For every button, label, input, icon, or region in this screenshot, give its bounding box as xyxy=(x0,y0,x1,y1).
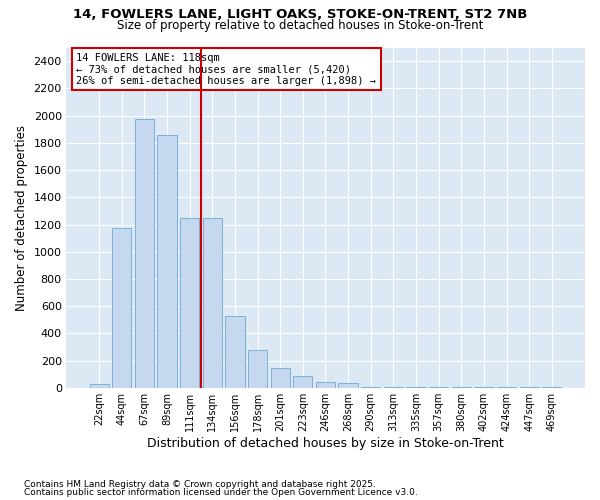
Y-axis label: Number of detached properties: Number of detached properties xyxy=(15,124,28,310)
Bar xyxy=(203,218,222,388)
Bar xyxy=(89,384,109,388)
Bar xyxy=(157,134,176,388)
Bar xyxy=(135,119,154,388)
Bar xyxy=(474,387,494,388)
Text: 14 FOWLERS LANE: 118sqm
← 73% of detached houses are smaller (5,420)
26% of semi: 14 FOWLERS LANE: 118sqm ← 73% of detache… xyxy=(76,52,376,86)
Bar xyxy=(248,350,267,388)
Bar xyxy=(226,316,245,388)
Text: 14, FOWLERS LANE, LIGHT OAKS, STOKE-ON-TRENT, ST2 7NB: 14, FOWLERS LANE, LIGHT OAKS, STOKE-ON-T… xyxy=(73,8,527,20)
Bar xyxy=(361,386,380,388)
Bar xyxy=(406,387,425,388)
Bar xyxy=(271,368,290,388)
Bar xyxy=(112,228,131,388)
Text: Contains public sector information licensed under the Open Government Licence v3: Contains public sector information licen… xyxy=(24,488,418,497)
Bar xyxy=(384,387,403,388)
Bar xyxy=(452,387,471,388)
Bar xyxy=(338,383,358,388)
Text: Contains HM Land Registry data © Crown copyright and database right 2025.: Contains HM Land Registry data © Crown c… xyxy=(24,480,376,489)
Text: Size of property relative to detached houses in Stoke-on-Trent: Size of property relative to detached ho… xyxy=(117,18,483,32)
Bar xyxy=(180,218,199,388)
Bar xyxy=(293,376,313,388)
X-axis label: Distribution of detached houses by size in Stoke-on-Trent: Distribution of detached houses by size … xyxy=(147,437,504,450)
Bar xyxy=(316,382,335,388)
Bar xyxy=(429,387,448,388)
Bar xyxy=(542,387,562,388)
Bar xyxy=(497,387,516,388)
Bar xyxy=(520,387,539,388)
